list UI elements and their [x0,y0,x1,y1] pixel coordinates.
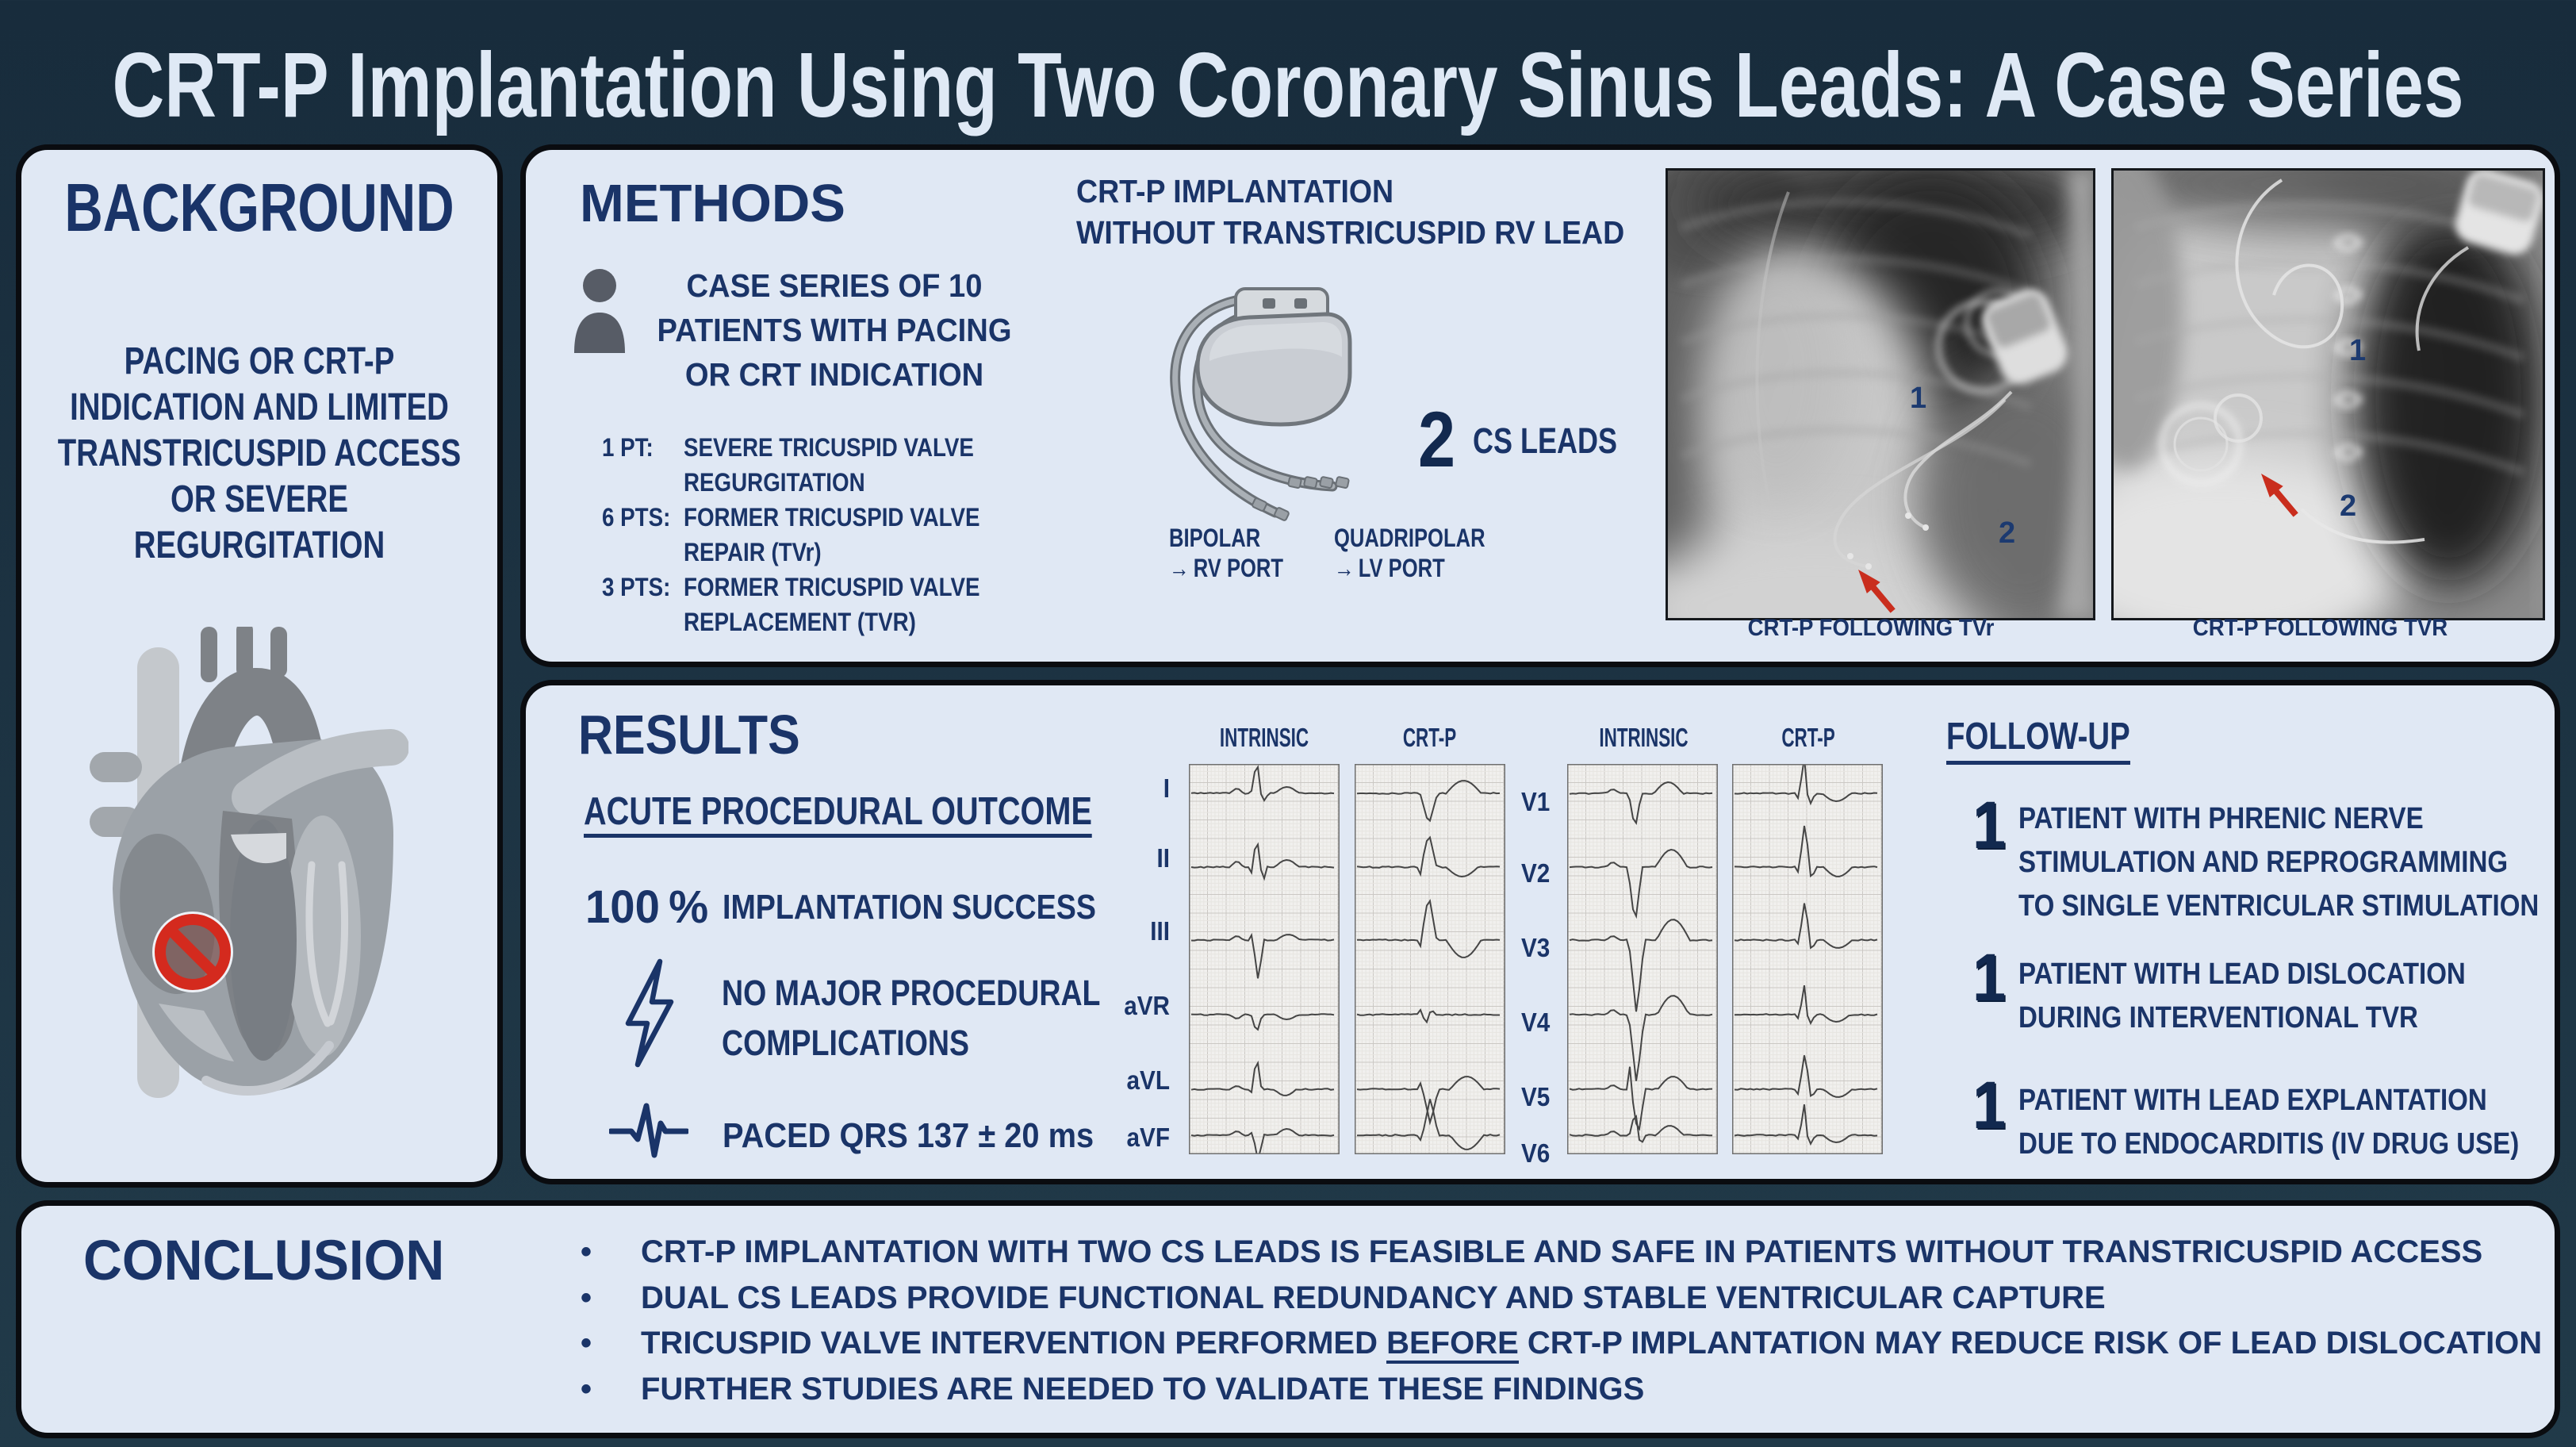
svg-text:1: 1 [2349,334,2366,367]
svg-text:2: 2 [1999,516,2015,550]
svg-text:2: 2 [2340,489,2356,523]
svg-text:1: 1 [1910,382,1926,415]
